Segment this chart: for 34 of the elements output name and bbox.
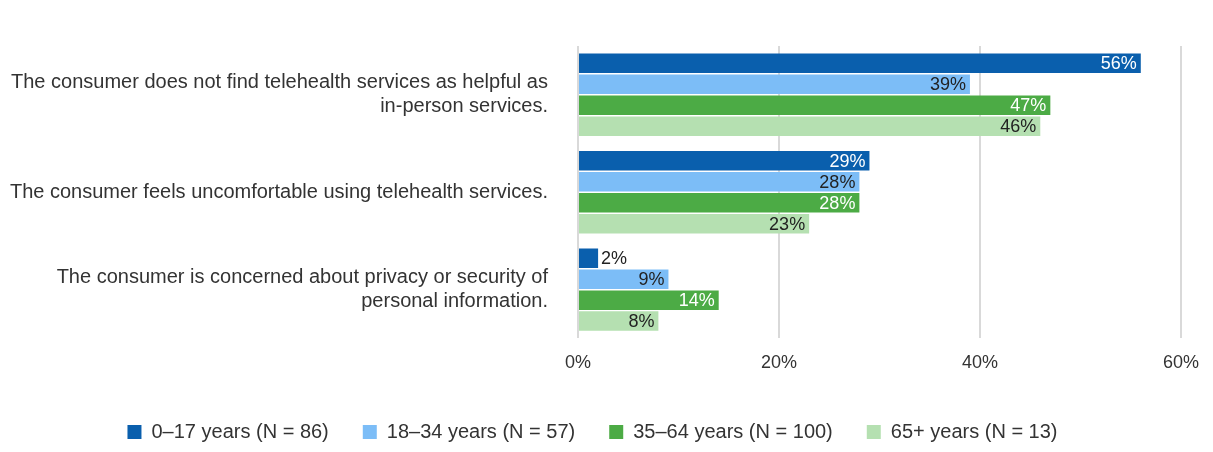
data-label: 8% (628, 311, 655, 332)
legend-label: 35–64 years (N = 100) (633, 419, 833, 442)
data-label: 46% (1000, 116, 1037, 137)
bar (579, 151, 870, 171)
data-label: 14% (678, 290, 715, 311)
x-tick-label: 20% (760, 352, 798, 373)
bar (579, 116, 1041, 136)
legend-label: 0–17 years (N = 86) (151, 419, 329, 442)
y-tick-label: The consumer feels uncomfortable using telehealth services. (9, 179, 548, 202)
bar (579, 171, 860, 192)
bar (579, 74, 970, 94)
data-label: 28% (819, 192, 856, 213)
data-label: 29% (829, 150, 866, 171)
x-tick-label: 40% (961, 352, 999, 373)
x-tick-label: 60% (1162, 352, 1199, 373)
legend-label: 18–34 years (N = 57) (386, 419, 576, 442)
data-label: 2% (601, 248, 628, 269)
data-label: 47% (1010, 95, 1047, 116)
y-tick-label: The consumer is concerned about privacy or security of personal information. (56, 265, 549, 312)
x-tick-label: 0% (564, 352, 592, 373)
legend-label: 65+ years (N = 13) (890, 419, 1058, 442)
bar (579, 269, 669, 289)
data-label: 56% (1100, 53, 1137, 74)
data-label: 9% (638, 269, 665, 290)
y-tick-label: The consumer does not find telehealth services as helpful as in-person services. (11, 70, 548, 117)
bar (579, 290, 719, 310)
data-label: 28% (819, 171, 856, 192)
bar (579, 192, 860, 213)
bar (579, 248, 599, 268)
data-label: 23% (769, 213, 806, 234)
bar (579, 53, 1141, 74)
data-label: 39% (929, 74, 966, 95)
bar (579, 213, 810, 234)
bar (579, 95, 1051, 115)
